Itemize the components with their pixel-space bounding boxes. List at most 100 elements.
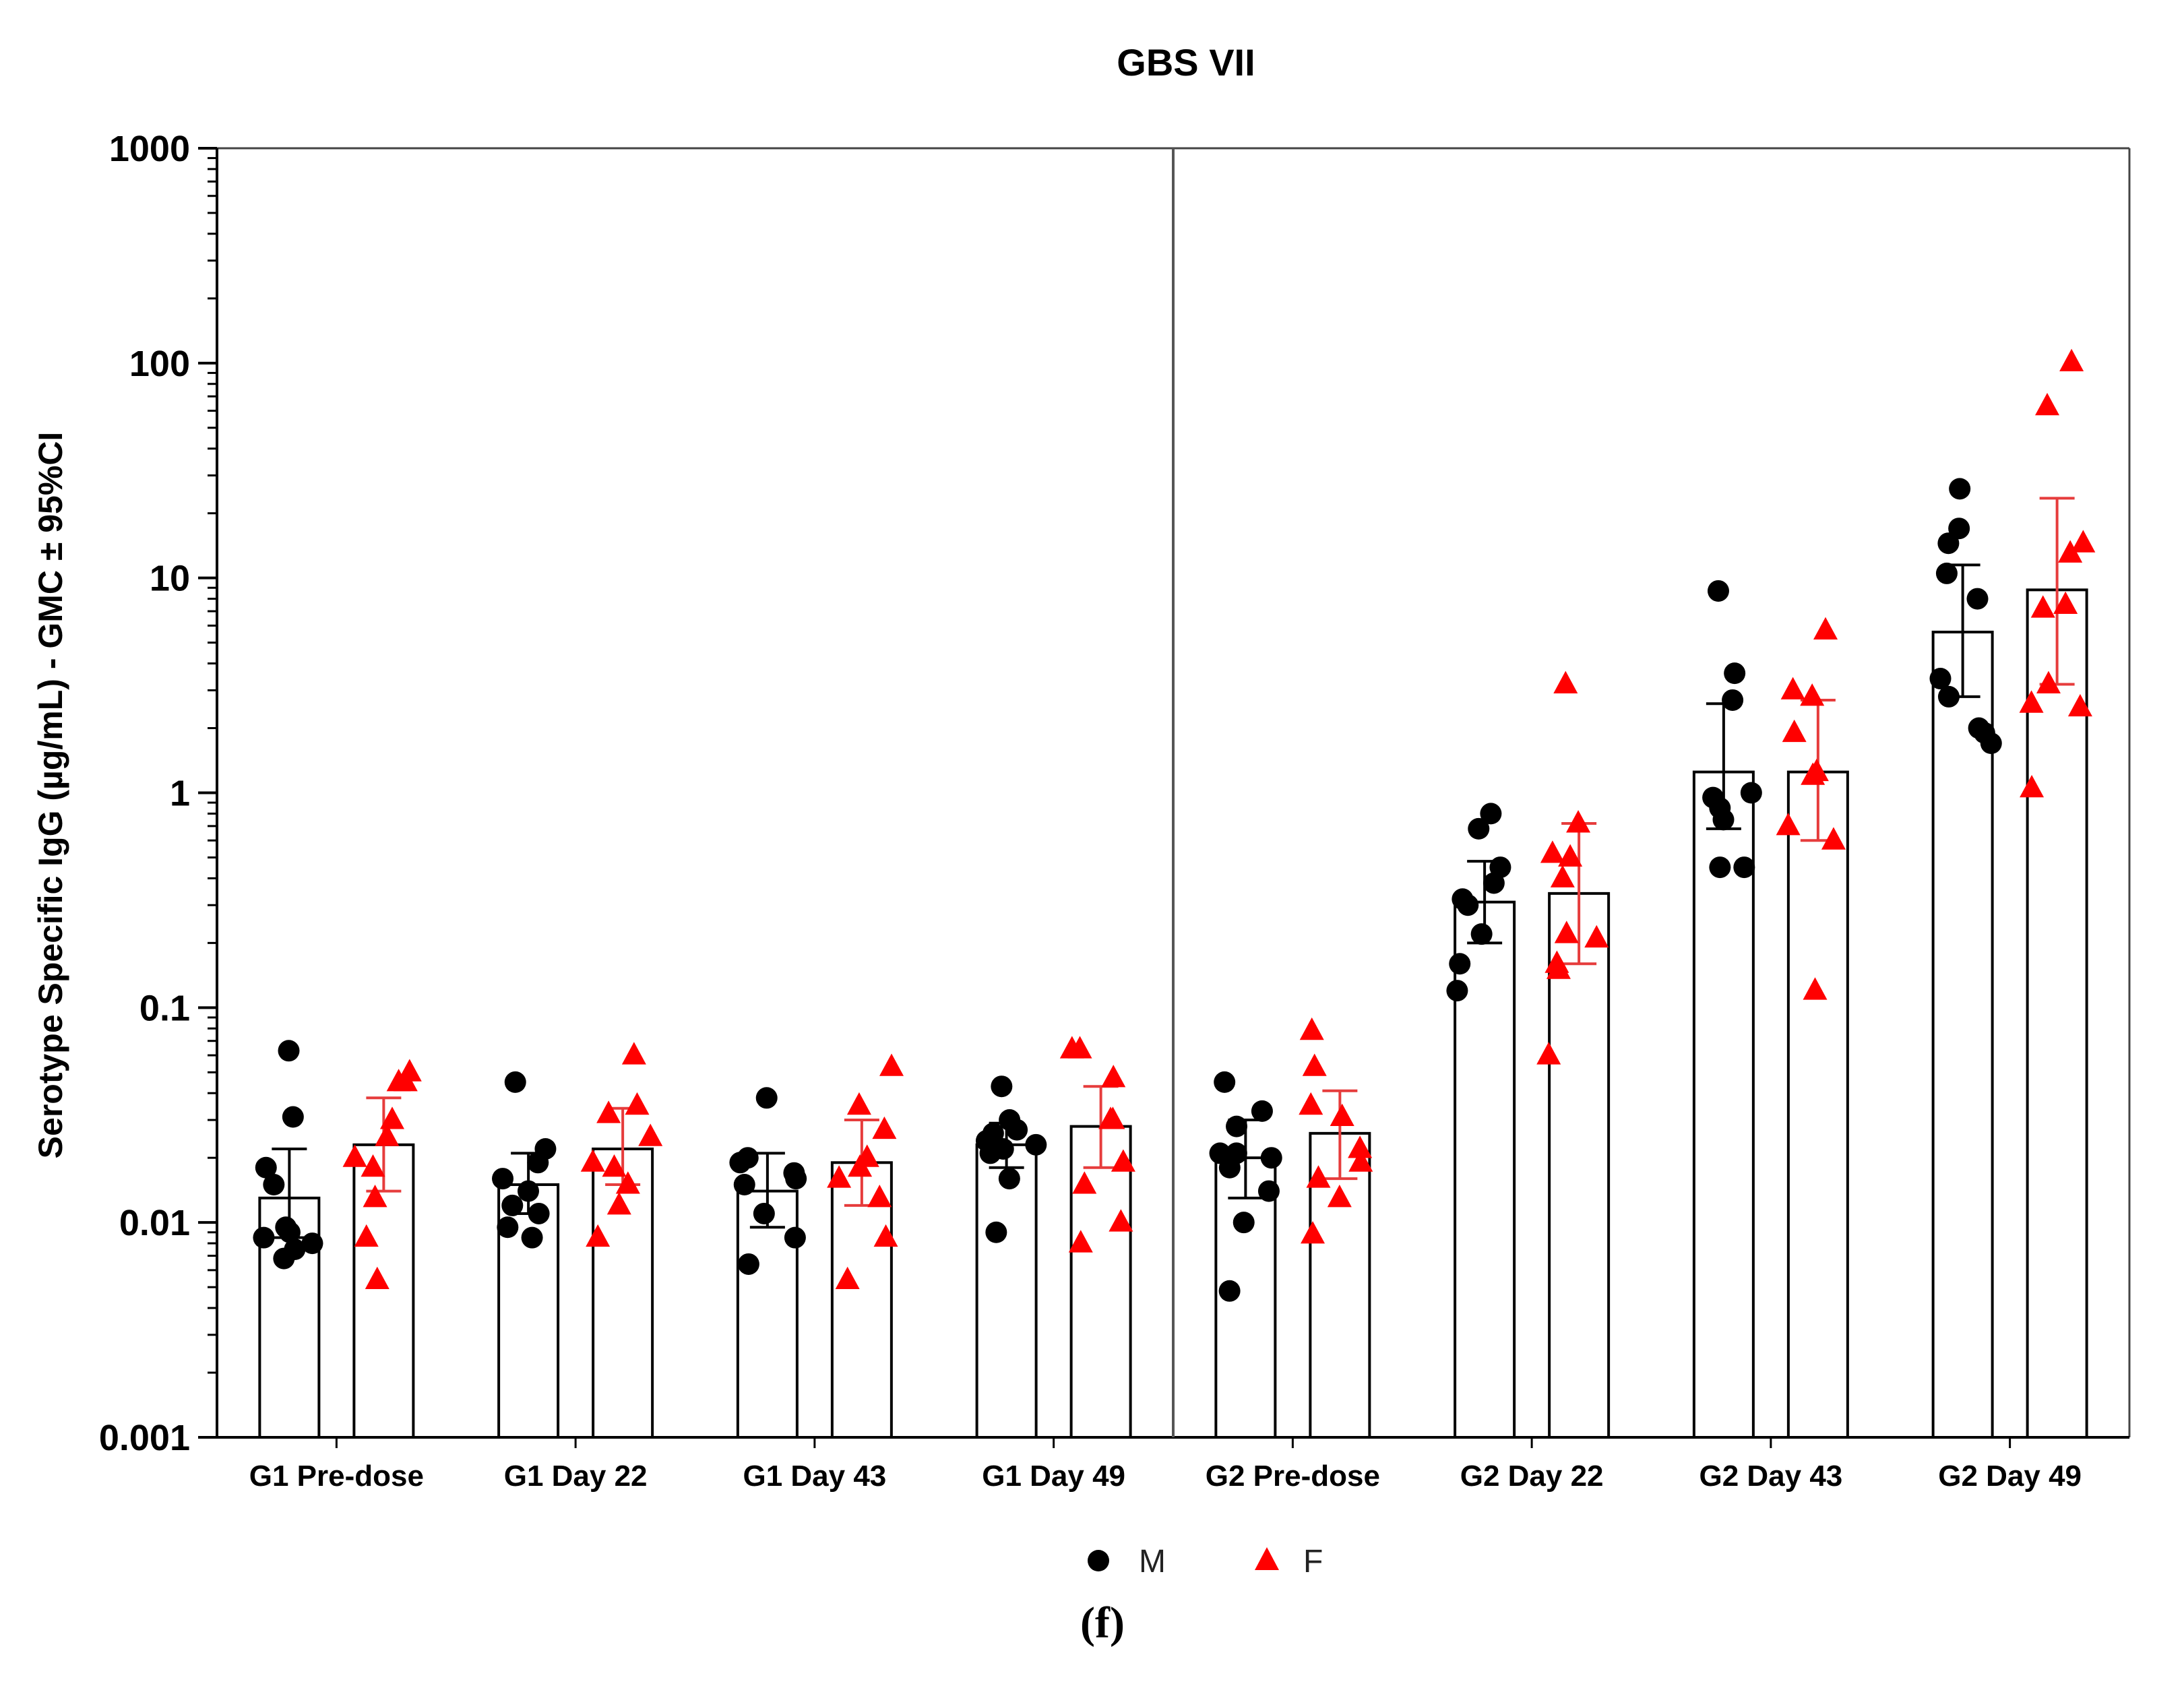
point-m: [1226, 1115, 1248, 1137]
point-f: [1821, 827, 1846, 850]
point-m: [1707, 580, 1729, 602]
y-tick-label: 100: [129, 344, 190, 384]
chart-title: GBS VII: [1117, 41, 1255, 84]
point-m: [1457, 894, 1479, 916]
point-f: [2019, 690, 2044, 713]
point-f: [879, 1053, 904, 1076]
point-f: [2058, 540, 2083, 563]
point-m: [737, 1253, 759, 1275]
x-category-label: G1 Day 49: [982, 1460, 1125, 1493]
point-m: [255, 1156, 277, 1179]
y-tick-label: 10: [150, 559, 190, 599]
point-m: [1260, 1147, 1282, 1169]
point-m: [785, 1168, 807, 1190]
point-m: [1449, 953, 1471, 975]
point-f: [638, 1123, 663, 1146]
point-m: [1733, 856, 1755, 879]
x-category-label: G1 Day 22: [504, 1460, 648, 1493]
point-m: [497, 1216, 519, 1239]
point-m: [492, 1168, 514, 1190]
point-m: [263, 1174, 285, 1196]
point-m: [1257, 1180, 1280, 1202]
point-f: [1067, 1036, 1092, 1059]
point-f: [827, 1165, 852, 1188]
point-f: [361, 1154, 385, 1177]
point-f: [1109, 1209, 1133, 1232]
legend-label-f: F: [1303, 1544, 1323, 1580]
point-f: [580, 1149, 605, 1172]
point-f: [380, 1106, 405, 1129]
point-f: [1068, 1230, 1093, 1253]
bar-f: [830, 1161, 893, 1439]
point-m: [1966, 588, 1989, 610]
point-m: [985, 1221, 1007, 1243]
point-f: [586, 1224, 611, 1247]
point-m: [733, 1174, 755, 1196]
point-m: [1712, 809, 1735, 831]
point-f: [1540, 840, 1565, 863]
point-f: [615, 1171, 640, 1194]
bar-f: [1548, 892, 1611, 1439]
point-m: [278, 1040, 300, 1062]
point-m: [1480, 803, 1502, 825]
y-tick-label: 0.01: [119, 1203, 190, 1243]
point-f: [1776, 813, 1801, 836]
point-m: [1446, 980, 1468, 1002]
point-f: [606, 1192, 631, 1215]
point-f: [2020, 774, 2045, 798]
point-f: [2071, 530, 2096, 553]
y-tick-label: 1: [170, 774, 190, 814]
point-f: [2036, 670, 2061, 693]
point-f: [872, 1116, 897, 1139]
point-f: [1101, 1065, 1126, 1088]
point-f: [1546, 956, 1571, 979]
x-category-label: G2 Day 49: [1938, 1460, 2082, 1493]
point-f: [2030, 595, 2055, 618]
point-f: [1301, 1221, 1325, 1244]
point-m: [753, 1202, 775, 1224]
point-f: [1072, 1171, 1097, 1194]
point-f: [1299, 1092, 1323, 1115]
point-f: [602, 1154, 627, 1177]
point-m: [517, 1180, 539, 1202]
point-m: [528, 1202, 550, 1224]
point-f: [846, 1092, 871, 1115]
point-m: [998, 1168, 1020, 1190]
point-f: [596, 1100, 621, 1123]
point-m: [1025, 1133, 1047, 1156]
point-f: [386, 1069, 411, 1092]
point-m: [755, 1087, 778, 1109]
point-f: [873, 1224, 898, 1247]
point-f: [867, 1185, 892, 1208]
point-m: [1470, 923, 1493, 945]
point-m: [1214, 1071, 1236, 1093]
y-tick-labels: 0.001 0.01 0.1 1 10 100 1000: [99, 129, 190, 1458]
point-m: [282, 1106, 304, 1128]
point-f: [1327, 1185, 1352, 1208]
panel-label: (f): [1080, 1598, 1125, 1648]
point-f: [1302, 1053, 1327, 1076]
point-f: [1554, 920, 1579, 943]
point-f: [342, 1144, 367, 1167]
y-tick-label: 0.001: [99, 1418, 190, 1458]
bar-m: [975, 1143, 1038, 1439]
bar-f: [592, 1147, 654, 1439]
point-f: [1098, 1106, 1123, 1129]
point-f: [1558, 844, 1583, 867]
legend-marker-m: [1088, 1550, 1109, 1571]
point-m: [1724, 662, 1746, 685]
point-m: [979, 1142, 1001, 1164]
point-m: [1949, 478, 1971, 500]
point-m: [1251, 1100, 1273, 1122]
point-f: [2053, 591, 2078, 615]
point-f: [1801, 762, 1826, 785]
point-m: [1935, 562, 1958, 584]
point-f: [1111, 1149, 1135, 1172]
point-m: [301, 1232, 323, 1255]
x-category-label: G2 Pre-dose: [1206, 1460, 1380, 1493]
point-m: [1483, 872, 1505, 894]
point-f: [2035, 393, 2060, 416]
point-f: [2059, 348, 2084, 371]
